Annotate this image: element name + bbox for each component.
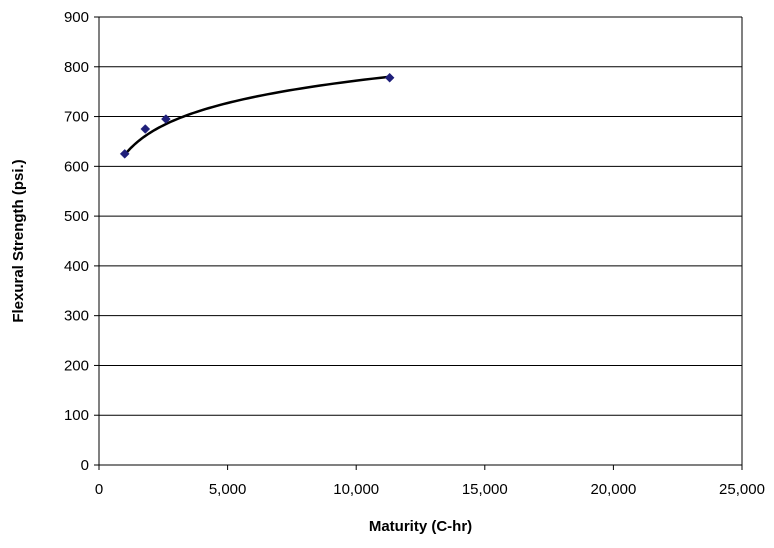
data-point-1 — [119, 149, 130, 159]
x-tick-label: 10,000 — [333, 481, 379, 498]
y-tick-label: 500 — [64, 208, 89, 225]
y-tick-label: 300 — [64, 308, 89, 325]
y-tick-label: 100 — [64, 407, 89, 424]
y-tick-label: 800 — [64, 59, 89, 76]
data-point-3 — [161, 114, 171, 124]
x-tick-label: 5,000 — [209, 481, 247, 498]
x-tick-label: 25,000 — [719, 481, 765, 498]
x-axis-title: Maturity (C-hr) — [369, 518, 472, 535]
y-tick-label: 400 — [64, 258, 89, 275]
y-tick-label: 200 — [64, 357, 89, 374]
log-trendline — [123, 75, 390, 156]
gridlines — [99, 16, 743, 465]
y-axis-title: Flexural Strength (psi.) — [10, 159, 27, 322]
trendline-layer — [123, 75, 390, 156]
y-tick-label: 600 — [64, 158, 89, 175]
axes — [94, 16, 743, 470]
tick-labels: 0 100 200 300 400 500 600 700 800 900 0 5,000 10,000… — [64, 9, 765, 498]
y-tick-label: 0 — [81, 457, 89, 474]
data-points — [119, 72, 395, 159]
x-tick-label: 15,000 — [462, 481, 508, 498]
x-tick-label: 20,000 — [590, 481, 636, 498]
y-tick-label: 700 — [64, 109, 89, 126]
data-point-2 — [140, 124, 151, 134]
x-tick-label: 0 — [95, 481, 103, 498]
y-tick-label: 900 — [64, 9, 89, 26]
data-point-4 — [384, 72, 395, 83]
